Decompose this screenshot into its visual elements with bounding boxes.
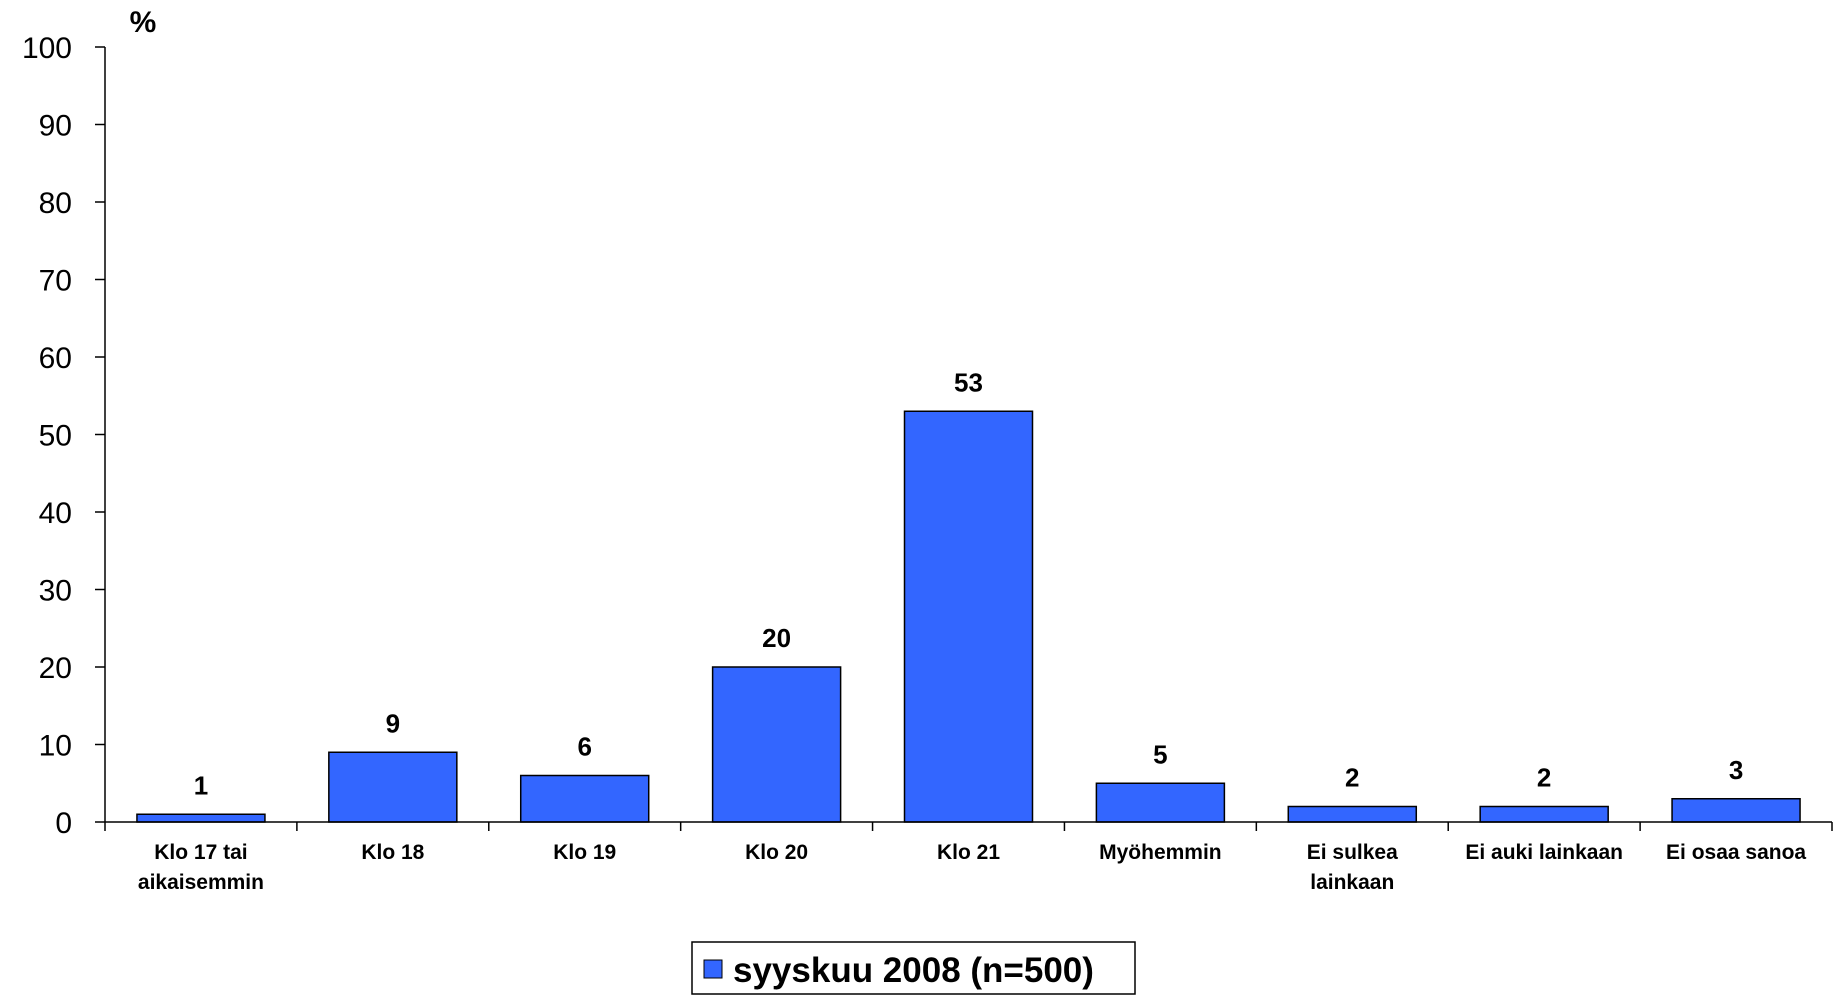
bar <box>328 751 458 823</box>
y-tick-label: 40 <box>39 497 72 530</box>
y-tick-label: 20 <box>39 652 72 685</box>
legend-label: syyskuu 2008 (n=500) <box>733 951 1094 990</box>
y-tick-label: 30 <box>39 575 72 608</box>
bar <box>1479 805 1609 823</box>
x-tick-label: Klo 20 <box>745 841 808 864</box>
legend-swatch <box>703 959 723 979</box>
data-label: 53 <box>954 367 983 397</box>
data-label: 6 <box>577 732 591 762</box>
x-tick-label: Myöhemmin <box>1099 841 1222 864</box>
axes <box>104 47 1832 823</box>
y-tick-label: 80 <box>39 187 72 220</box>
data-label: 2 <box>1537 763 1551 793</box>
bar <box>1287 805 1418 823</box>
bars <box>136 410 1801 823</box>
bar <box>1671 798 1801 823</box>
data-label: 3 <box>1729 755 1743 785</box>
x-tick-label: Ei sulkea lainkaan <box>1307 841 1398 894</box>
x-tick-label: Ei osaa sanoa <box>1666 841 1806 864</box>
bar <box>136 813 266 823</box>
data-label: 5 <box>1153 739 1167 769</box>
x-tick-label: Klo 18 <box>361 841 424 864</box>
x-tick-label: Klo 19 <box>553 841 616 864</box>
legend-box <box>691 941 1136 995</box>
data-label: 9 <box>386 708 400 738</box>
data-label: 2 <box>1345 763 1359 793</box>
y-tick-label: 60 <box>39 342 72 375</box>
legend: syyskuu 2008 (n=500) <box>691 941 1136 995</box>
y-tick-label: 0 <box>55 807 72 840</box>
bar <box>519 774 650 823</box>
data-label: 20 <box>762 623 791 653</box>
y-axis-ticks: 0 10 20 30 40 50 60 70 80 90 100 <box>22 32 105 840</box>
y-tick-label: 100 <box>22 32 72 65</box>
y-tick-label: 90 <box>39 110 72 143</box>
x-tick-label: Klo 21 <box>937 841 1000 864</box>
x-tick-label: Ei auki lainkaan <box>1465 841 1623 864</box>
y-tick-label: 10 <box>39 730 72 763</box>
bar <box>903 410 1034 823</box>
bar <box>1095 782 1226 823</box>
y-tick-label: 50 <box>39 420 72 453</box>
x-axis-ticks: Klo 17 tai aikaisemmin Klo 18 Klo 19 Klo 20 K… <box>104 822 1833 894</box>
bar <box>711 666 842 823</box>
y-tick-label: 70 <box>39 265 72 298</box>
y-axis-label: % <box>130 6 157 39</box>
x-tick-label: Klo 17 tai aikaisemmin <box>138 841 264 894</box>
data-label: 1 <box>194 770 208 800</box>
data-labels: 1 9 6 20 53 5 2 2 3 <box>194 367 1744 800</box>
